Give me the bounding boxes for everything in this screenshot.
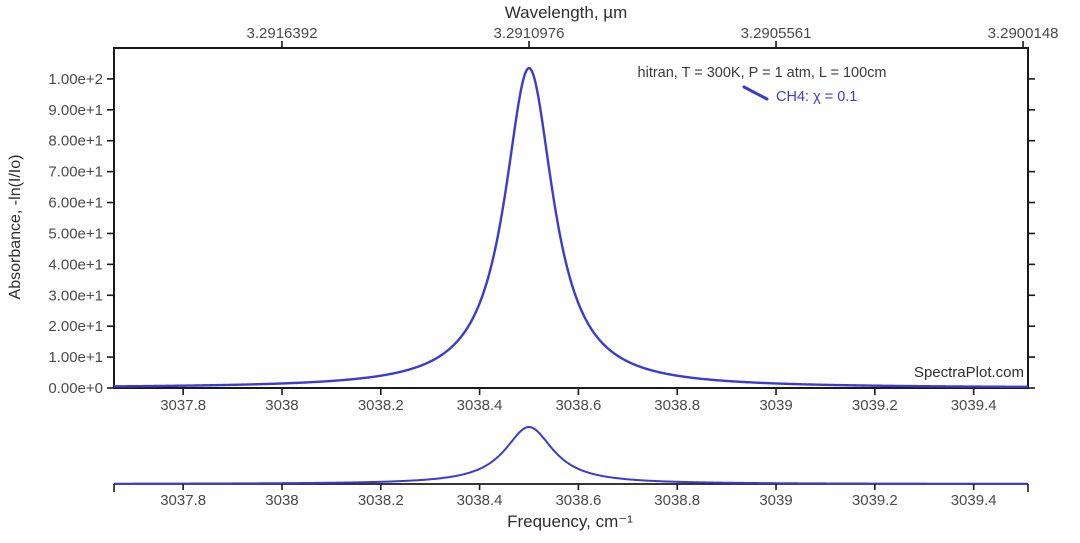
x-axis-tick-label: 3039 xyxy=(759,397,792,414)
overview-tick-label: 3039.2 xyxy=(852,492,898,509)
wavelength-tick-label: 3.2910976 xyxy=(494,25,565,42)
overview-tick-group: 3037.8 3038 3038.2 3038.4 3038.6 3038.8 3039 30… xyxy=(113,484,1029,509)
y-axis-tick-label: 3.00e+1 xyxy=(48,287,103,304)
x-axis-tick-label: 3038 xyxy=(265,397,298,414)
legend-series-label[interactable]: CH4: χ = 0.1 xyxy=(776,89,857,105)
y-axis-tick-label: 9.00e+1 xyxy=(48,102,103,119)
absorbance-axis-tick-group: 0.00e+0 1.00e+1 2.00e+1 3.00e+1 4.00e+1 5.00e… xyxy=(48,71,1035,397)
wavelength-tick-label: 3.2905561 xyxy=(741,25,812,42)
main-plot-area[interactable] xyxy=(113,47,1029,389)
spectraplot-watermark: SpectraPlot.com xyxy=(914,364,1024,381)
overview-tick-label: 3038.2 xyxy=(358,492,404,509)
x-axis-tick-label: 3039.2 xyxy=(852,397,898,414)
x-axis-tick-label: 3038.6 xyxy=(555,397,601,414)
y-axis-tick-label: 6.00e+1 xyxy=(48,195,103,212)
legend-conditions-text: hitran, T = 300K, P = 1 atm, L = 100cm xyxy=(638,65,887,81)
y-axis-tick-label: 2.00e+1 xyxy=(48,318,103,335)
x-axis-tick-label: 3038.8 xyxy=(654,397,700,414)
overview-tick-label: 3038.6 xyxy=(555,492,601,509)
x-axis-tick-label: 3038.2 xyxy=(358,397,404,414)
overview-tick-label: 3039 xyxy=(759,492,792,509)
overview-tick-label: 3039.4 xyxy=(951,492,997,509)
y-axis-tick-label: 8.00e+1 xyxy=(48,133,103,150)
overview-tick-label: 3038.8 xyxy=(654,492,700,509)
overview-absorbance-curve xyxy=(114,426,1028,485)
y-axis-tick-label: 0.00e+0 xyxy=(48,380,103,397)
frequency-axis-tick-group: 3037.8 3038 3038.2 3038.4 3038.6 3038.8 3039 30… xyxy=(160,388,997,414)
y-axis-title: Absorbance, -ln(I/Io) xyxy=(7,155,24,300)
wavelength-tick-label: 3.2900148 xyxy=(988,25,1059,42)
wavelength-axis-tick-group: 3.2916392 3.2910976 3.2905561 3.2900148 xyxy=(247,25,1059,48)
y-axis-tick-label: 1.00e+1 xyxy=(48,349,103,366)
y-axis-tick-label: 5.00e+1 xyxy=(48,225,103,242)
top-axis-title: Wavelength, µm xyxy=(505,3,628,22)
y-axis-tick-label: 4.00e+1 xyxy=(48,256,103,273)
x-axis-title: Frequency, cm⁻¹ xyxy=(507,512,633,531)
wavelength-tick-label: 3.2916392 xyxy=(247,25,318,42)
overview-tick-label: 3038 xyxy=(265,492,298,509)
ch4-absorbance-curve xyxy=(113,66,1029,389)
legend-series-marker-line xyxy=(742,85,769,101)
overview-tick-label: 3038.4 xyxy=(457,492,503,509)
overview-range-selector[interactable] xyxy=(114,420,1028,486)
x-axis-tick-label: 3038.4 xyxy=(457,397,503,414)
overview-tick-label: 3037.8 xyxy=(160,492,206,509)
x-axis-tick-label: 3039.4 xyxy=(951,397,997,414)
y-axis-tick-label: 7.00e+1 xyxy=(48,164,103,181)
x-axis-tick-label: 3037.8 xyxy=(160,397,206,414)
y-axis-tick-label: 1.00e+2 xyxy=(48,71,103,88)
